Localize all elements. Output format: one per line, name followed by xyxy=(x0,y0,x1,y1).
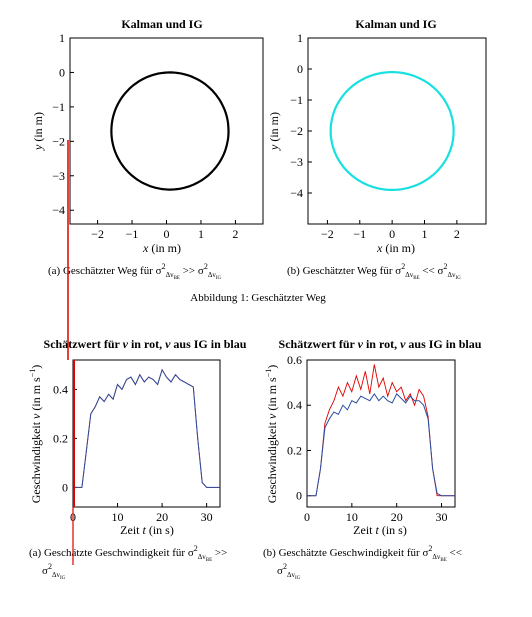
figure1-panel-a: Kalman und IG −2 −1 0 1 2 1 0 −1 −2 −3 −4 x (in m)… xyxy=(31,17,264,281)
figure1-panel-b-title: Kalman und IG xyxy=(355,17,436,31)
y-tick-label: 0 xyxy=(62,480,68,494)
figure2-panel-a-ylabel: Geschwindigkeit v (in m s−1) xyxy=(28,365,43,504)
figure2-panel-b-title: Schätzwert für v in rot, v aus IG in bla… xyxy=(279,337,482,351)
figure2-panel-b-axes xyxy=(306,359,456,508)
figure1-panel-a-xlabel: x (in m) xyxy=(142,241,181,255)
x-tick-label: 1 xyxy=(422,227,428,241)
speed-series-line xyxy=(73,368,220,488)
y-tick-label: −1 xyxy=(52,100,65,114)
speed-series-line xyxy=(307,364,455,497)
figure1-panel-b-ylabel: y (in m) xyxy=(267,112,281,151)
figure2-panel-a-axes xyxy=(72,359,221,508)
figure2-panel-b: Schätzwert für v in rot, v aus IG in bla… xyxy=(263,337,482,581)
speed-series-line xyxy=(73,368,220,488)
y-tick-label: −4 xyxy=(290,186,303,200)
y-tick-label: 0.2 xyxy=(53,431,68,445)
figure1-caption: Abbildung 1: Geschätzter Weg xyxy=(190,292,326,304)
figure2-panel-b-caption-line2: σ2ΔvIG xyxy=(277,562,301,581)
y-tick-label: −2 xyxy=(52,134,65,148)
y-tick-label: 0.4 xyxy=(53,382,68,396)
figure1-panel-b-axes xyxy=(307,37,487,225)
path-series xyxy=(329,71,455,191)
y-tick-label: 0.2 xyxy=(287,443,302,457)
x-tick-label: 2 xyxy=(232,227,238,241)
x-tick-label: 0 xyxy=(164,227,170,241)
y-tick-label: 0 xyxy=(296,489,302,503)
y-tick-label: 0.6 xyxy=(287,353,302,367)
x-tick-label: −1 xyxy=(353,227,366,241)
figure2-panel-a-title: Schätzwert für v in rot, v aus IG in bla… xyxy=(44,337,247,351)
figure1-panel-b-xlabel: x (in m) xyxy=(376,241,415,255)
x-tick-label: 0 xyxy=(389,227,395,241)
x-tick-label: 1 xyxy=(198,227,204,241)
figure2-panel-a: Schätzwert für v in rot, v aus IG in bla… xyxy=(28,337,247,581)
y-tick-label: −1 xyxy=(290,93,303,107)
figure1-panel-a-title: Kalman und IG xyxy=(121,17,202,31)
x-tick-label: 10 xyxy=(112,510,124,524)
figure1-panel-a-ylabel: y (in m) xyxy=(31,112,45,151)
annotation-overlay xyxy=(67,140,75,565)
figure2-panel-a-caption: (a) Geschätzte Geschwindigkeit für σ2ΔvB… xyxy=(29,544,227,563)
x-tick-label: −2 xyxy=(321,227,334,241)
x-tick-label: 20 xyxy=(156,510,168,524)
x-tick-label: 30 xyxy=(201,510,213,524)
x-tick-label: −2 xyxy=(91,227,104,241)
annotation-bar xyxy=(73,360,75,507)
y-tick-label: −4 xyxy=(52,203,65,217)
x-tick-label: 30 xyxy=(436,510,448,524)
figure1-panel-a-axes xyxy=(69,37,264,225)
y-tick-label: −3 xyxy=(52,169,65,183)
x-tick-label: 2 xyxy=(454,227,460,241)
figure1-panel-a-caption: (a) Geschätzter Weg für σ2ΔvBE >> σ2ΔvIG xyxy=(48,262,221,281)
x-tick-label: 0 xyxy=(304,510,310,524)
x-tick-label: −1 xyxy=(126,227,139,241)
y-tick-label: 0 xyxy=(59,65,65,79)
figure1-panel-b: Kalman und IG −2 −1 0 1 2 1 0 −1 −2 −3 −4 x (in m)… xyxy=(267,17,487,281)
x-tick-label: 20 xyxy=(391,510,403,524)
y-tick-label: 1 xyxy=(297,31,303,45)
x-tick-label: 10 xyxy=(346,510,358,524)
figure2-panel-b-caption: (b) Geschätzte Geschwindigkeit für σ2ΔvB… xyxy=(263,544,462,563)
path-series xyxy=(110,71,230,191)
y-tick-label: 0 xyxy=(297,62,303,76)
y-tick-label: 1 xyxy=(59,31,65,45)
figure2-panel-a-caption-line2: σ2ΔvIG xyxy=(42,562,66,581)
figure2-panel-b-ylabel: Geschwindigkeit v (in m s−1) xyxy=(264,365,279,504)
y-tick-label: 0.4 xyxy=(287,398,302,412)
figure1-panel-b-caption: (b) Geschätzter Weg für σ2ΔvBE << σ2ΔvIG xyxy=(287,262,461,281)
figure2-panel-b-xlabel: Zeit t (in s) xyxy=(353,523,407,537)
y-tick-label: −3 xyxy=(290,155,303,169)
y-tick-label: −2 xyxy=(290,124,303,138)
speed-series-line xyxy=(307,392,455,497)
figure2-panel-a-xlabel: Zeit t (in s) xyxy=(120,523,174,537)
